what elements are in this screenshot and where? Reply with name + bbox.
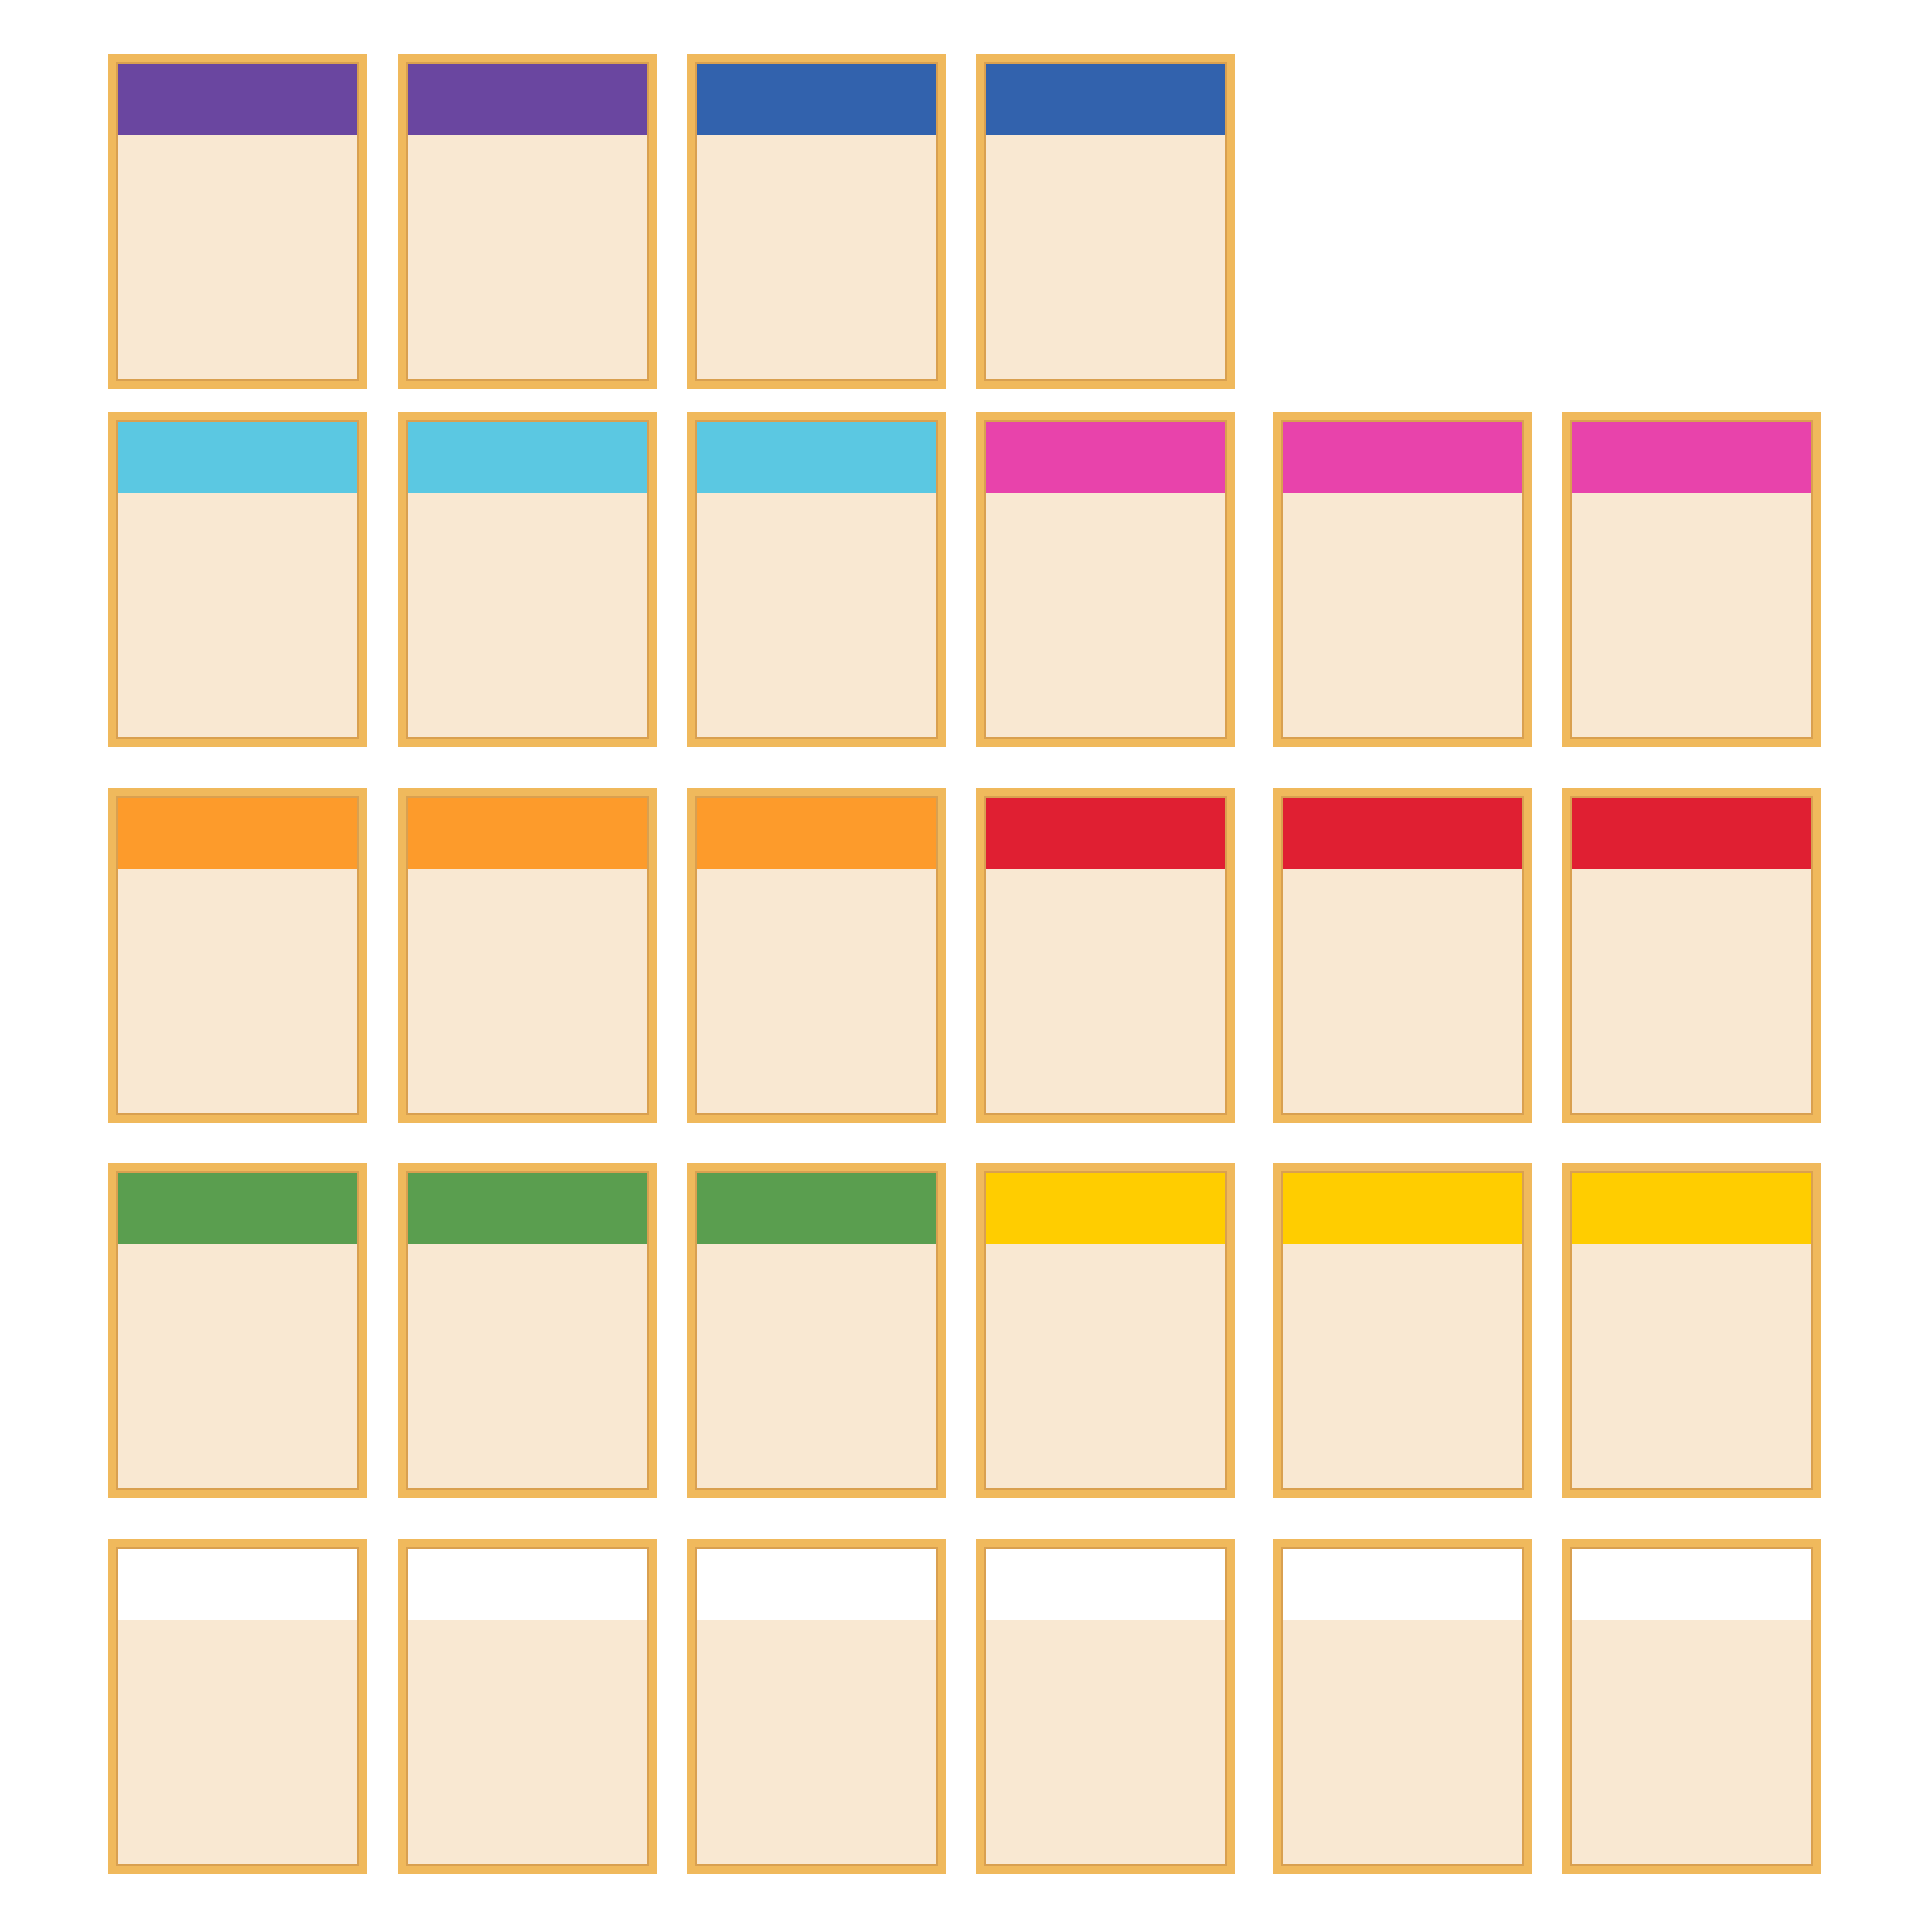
property-card-white[interactable] (398, 1539, 657, 1874)
property-card-dark-blue[interactable] (976, 54, 1235, 389)
color-band (697, 798, 936, 869)
color-band (986, 798, 1225, 869)
color-band (697, 422, 936, 493)
card-body (1281, 1547, 1524, 1866)
color-band (1572, 422, 1811, 493)
card-body (984, 796, 1227, 1115)
property-card-orange[interactable] (687, 788, 946, 1123)
color-band (408, 64, 647, 135)
card-body (695, 1171, 938, 1490)
card-body (406, 420, 649, 739)
property-card-light-blue[interactable] (398, 412, 657, 747)
property-card-light-blue[interactable] (687, 412, 946, 747)
card-body (116, 1171, 359, 1490)
card-body (406, 1547, 649, 1866)
property-card-white[interactable] (1273, 1539, 1532, 1874)
color-band (986, 1173, 1225, 1244)
card-body (695, 62, 938, 381)
property-card-yellow[interactable] (1273, 1163, 1532, 1498)
card-body (1570, 1547, 1813, 1866)
property-card-dark-blue[interactable] (687, 54, 946, 389)
card-body (984, 62, 1227, 381)
color-band (1283, 1173, 1522, 1244)
color-band (1283, 422, 1522, 493)
color-band (408, 1549, 647, 1620)
property-card-green[interactable] (687, 1163, 946, 1498)
property-card-orange[interactable] (398, 788, 657, 1123)
card-body (695, 796, 938, 1115)
card-body (1570, 1171, 1813, 1490)
property-card-white[interactable] (687, 1539, 946, 1874)
color-band (1572, 1173, 1811, 1244)
property-card-green[interactable] (108, 1163, 367, 1498)
color-band (118, 64, 357, 135)
property-card-red[interactable] (1273, 788, 1532, 1123)
color-band (408, 422, 647, 493)
color-band (697, 1173, 936, 1244)
color-band (1283, 1549, 1522, 1620)
card-body (1570, 796, 1813, 1115)
card-body (1570, 420, 1813, 739)
color-band (118, 798, 357, 869)
color-band (1572, 798, 1811, 869)
property-card-purple[interactable] (398, 54, 657, 389)
card-body (116, 796, 359, 1115)
property-card-pink[interactable] (1273, 412, 1532, 747)
card-body (984, 1547, 1227, 1866)
property-card-yellow[interactable] (1562, 1163, 1821, 1498)
color-band (697, 1549, 936, 1620)
property-card-light-blue[interactable] (108, 412, 367, 747)
color-band (118, 1173, 357, 1244)
property-card-pink[interactable] (1562, 412, 1821, 747)
card-body (1281, 796, 1524, 1115)
card-body (984, 420, 1227, 739)
color-band (118, 1549, 357, 1620)
color-band (408, 1173, 647, 1244)
color-band (408, 798, 647, 869)
property-card-orange[interactable] (108, 788, 367, 1123)
property-card-green[interactable] (398, 1163, 657, 1498)
card-body (695, 1547, 938, 1866)
property-card-yellow[interactable] (976, 1163, 1235, 1498)
color-band (697, 64, 936, 135)
card-body (116, 62, 359, 381)
property-card-white[interactable] (108, 1539, 367, 1874)
color-band (118, 422, 357, 493)
card-body (695, 420, 938, 739)
property-card-white[interactable] (976, 1539, 1235, 1874)
card-body (984, 1171, 1227, 1490)
card-body (406, 796, 649, 1115)
card-body (406, 1171, 649, 1490)
card-body (116, 1547, 359, 1866)
card-body (116, 420, 359, 739)
color-band (1283, 798, 1522, 869)
property-card-red[interactable] (1562, 788, 1821, 1123)
color-band (986, 1549, 1225, 1620)
color-band (986, 422, 1225, 493)
card-body (1281, 1171, 1524, 1490)
property-card-red[interactable] (976, 788, 1235, 1123)
color-band (1572, 1549, 1811, 1620)
color-band (986, 64, 1225, 135)
card-body (1281, 420, 1524, 739)
property-card-white[interactable] (1562, 1539, 1821, 1874)
card-body (406, 62, 649, 381)
property-card-pink[interactable] (976, 412, 1235, 747)
property-card-purple[interactable] (108, 54, 367, 389)
